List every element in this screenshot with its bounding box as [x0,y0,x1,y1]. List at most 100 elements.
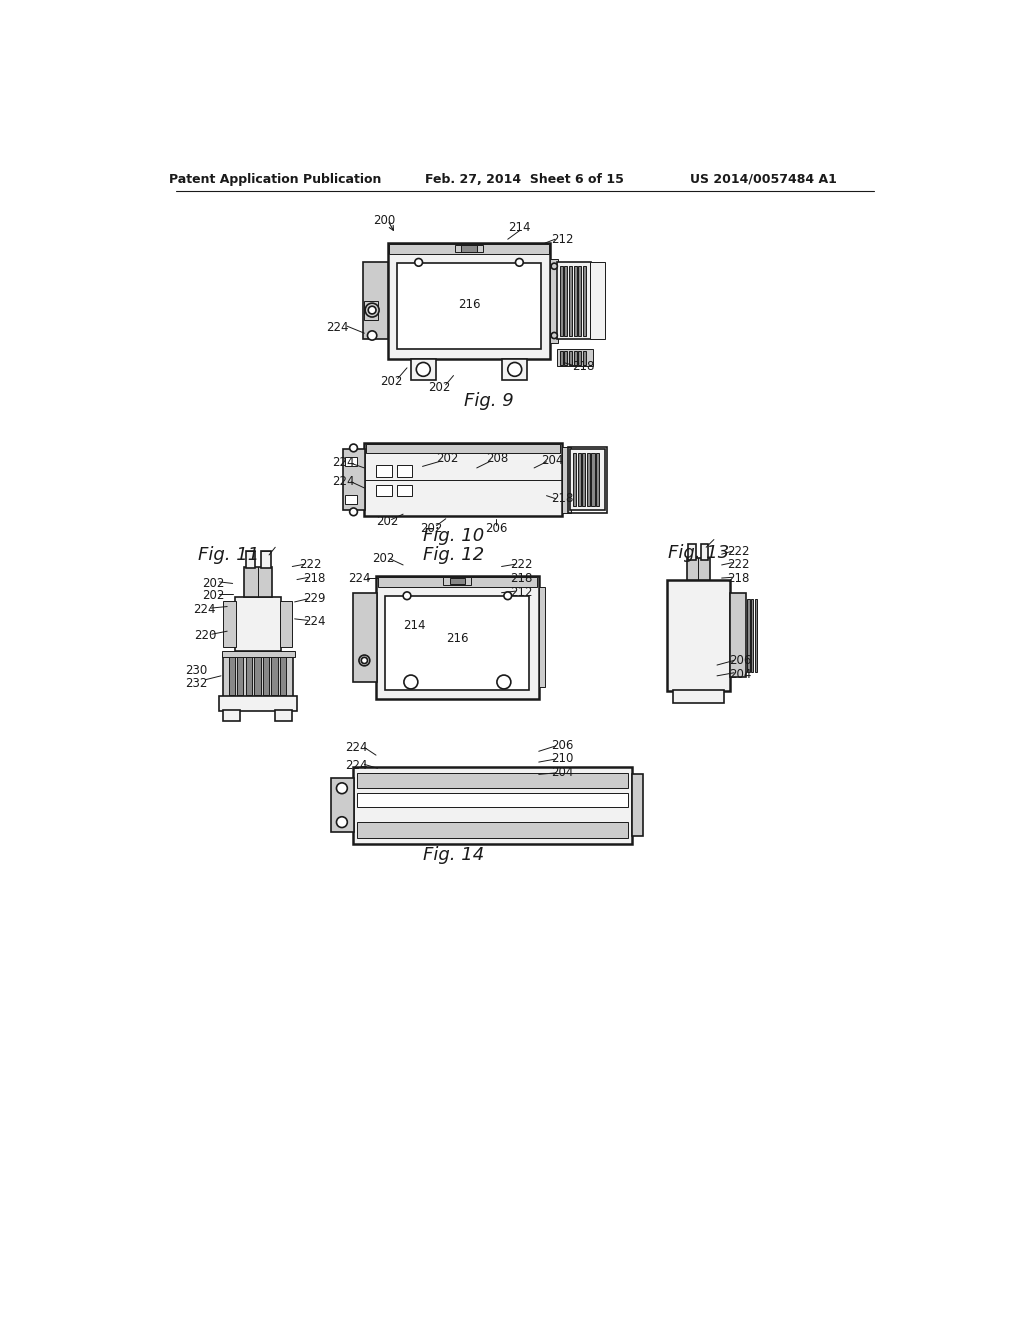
Text: 222: 222 [727,545,750,557]
Bar [573,267,577,335]
Text: 230: 230 [185,664,207,677]
Text: 218: 218 [511,572,532,585]
Text: Feb. 27, 2014  Sheet 6 of 15: Feb. 27, 2014 Sheet 6 of 15 [425,173,625,186]
Text: 202: 202 [421,521,443,535]
Bar [560,267,563,335]
Text: 224: 224 [332,475,354,488]
Bar [539,587,545,688]
Bar [254,657,260,696]
Circle shape [551,333,557,339]
Text: US 2014/0057484 A1: US 2014/0057484 A1 [690,173,837,186]
Text: 224: 224 [332,455,354,469]
Text: 216: 216 [458,298,480,312]
Bar [587,453,590,507]
Bar [751,599,754,672]
Bar [667,579,730,692]
Bar [687,558,710,579]
Bar [356,822,628,838]
Bar [352,593,377,682]
Circle shape [508,363,521,376]
Bar [583,267,586,335]
Text: 204: 204 [542,454,564,467]
Text: 214: 214 [508,222,530,234]
Circle shape [349,508,357,516]
Bar [356,793,628,807]
Bar [223,655,293,697]
Text: Fig. 11: Fig. 11 [198,546,259,564]
Bar [246,552,255,568]
Bar [397,263,541,350]
Bar [632,775,643,836]
Bar [376,484,391,496]
Bar [461,246,477,252]
Bar [503,359,527,380]
Bar [280,657,286,696]
Circle shape [366,304,379,317]
Text: Patent Application Publication: Patent Application Publication [169,173,381,186]
Bar [219,696,297,711]
Text: 212: 212 [551,232,573,246]
Bar [564,267,567,335]
Bar [592,453,595,507]
Circle shape [359,655,370,665]
Bar [366,444,560,453]
Text: 224: 224 [345,759,368,772]
Text: 206: 206 [485,521,507,535]
Bar [389,244,549,253]
Circle shape [369,306,376,314]
Circle shape [337,817,347,828]
Text: 218: 218 [727,573,750,585]
Bar [569,267,572,335]
Bar [245,566,272,598]
Bar [572,453,575,507]
Bar [223,601,236,647]
Bar [331,779,353,832]
Bar [223,710,241,721]
Bar [261,552,270,568]
Bar [450,578,465,585]
Text: Fig. 13: Fig. 13 [668,544,729,561]
Text: 210: 210 [551,752,573,766]
Text: 204: 204 [551,767,573,779]
Bar [376,576,539,700]
Circle shape [337,783,347,793]
Text: 206: 206 [729,653,752,667]
Circle shape [497,675,511,689]
Text: 224: 224 [326,321,348,334]
Circle shape [403,675,418,689]
Text: 202: 202 [428,381,451,395]
Text: 206: 206 [551,739,573,752]
Circle shape [403,591,411,599]
Bar [569,450,604,511]
Bar [550,259,558,343]
Bar [596,453,599,507]
Text: 232: 232 [185,677,208,690]
Text: 202: 202 [373,552,395,565]
Text: 202: 202 [380,375,402,388]
Bar [560,351,563,364]
Bar [271,657,278,696]
Circle shape [361,657,368,664]
Bar [397,465,413,478]
Circle shape [515,259,523,267]
Bar [748,599,750,672]
Bar [578,453,581,507]
Text: 224: 224 [345,741,368,754]
Text: 224: 224 [193,603,215,616]
Text: 208: 208 [485,453,508,465]
Circle shape [349,444,357,451]
Bar [280,601,292,647]
Text: 202: 202 [202,589,224,602]
Bar [397,484,413,496]
Bar [455,244,483,252]
Text: Fig. 9: Fig. 9 [464,392,513,411]
Bar [378,577,538,586]
Bar [700,544,709,560]
Circle shape [417,363,430,376]
Bar [352,767,632,843]
Text: 200: 200 [373,214,395,227]
Text: 216: 216 [446,632,469,645]
Bar [222,651,295,657]
Text: Fig. 12: Fig. 12 [423,546,484,564]
Circle shape [368,331,377,341]
